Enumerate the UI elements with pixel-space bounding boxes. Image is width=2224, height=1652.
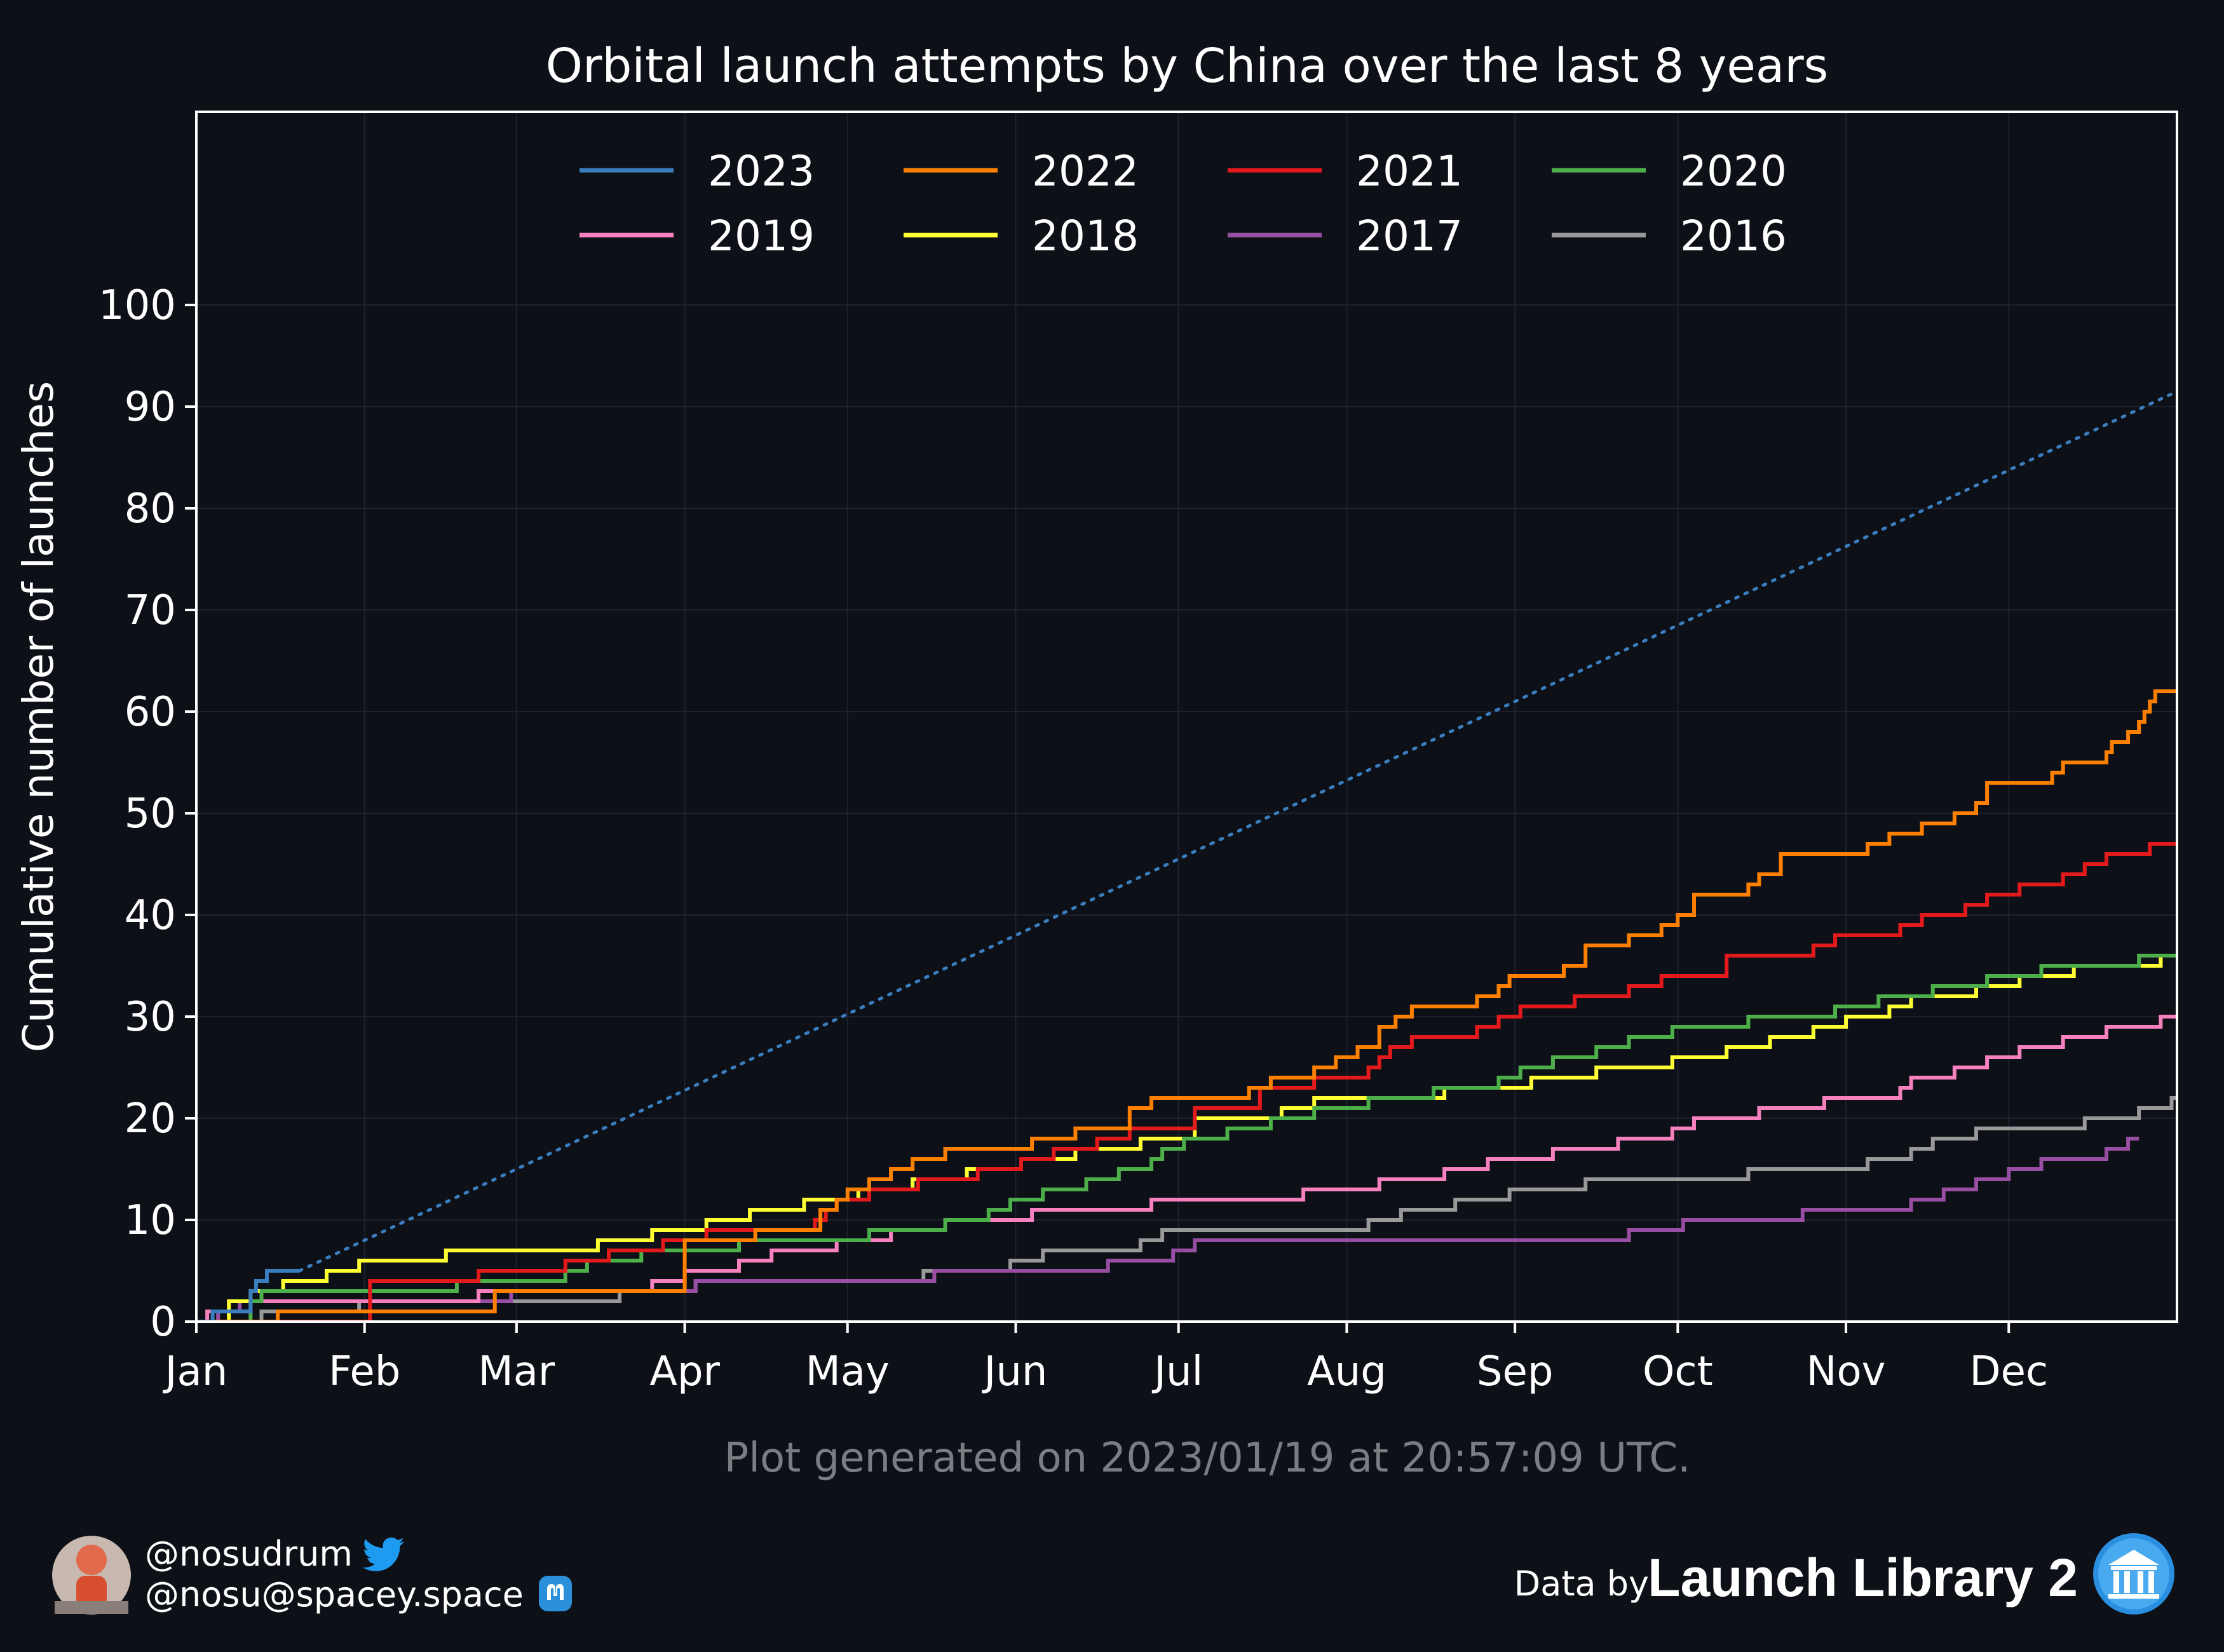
- x-tick-label: Dec: [1969, 1348, 2048, 1395]
- x-tick-label: Sep: [1477, 1348, 1554, 1395]
- x-tick-label: Jul: [1151, 1348, 1203, 1395]
- y-tick-label: 100: [98, 282, 176, 329]
- x-tick-label: Nov: [1807, 1348, 1886, 1395]
- data-source: Data by Launch Library 2: [1514, 1533, 2174, 1615]
- source-name[interactable]: Launch Library 2: [1648, 1548, 2078, 1608]
- mastodon-icon: [539, 1576, 572, 1611]
- y-tick-label: 0: [150, 1299, 176, 1346]
- mastodon-handle[interactable]: @nosu@spacey.space: [145, 1574, 524, 1615]
- legend-label-2021: 2021: [1356, 147, 1463, 196]
- y-tick-label: 20: [125, 1095, 176, 1142]
- legend-label-2023: 2023: [708, 147, 815, 196]
- x-tick-label: Apr: [649, 1348, 720, 1395]
- x-tick-label: Oct: [1643, 1348, 1713, 1395]
- series-line-2020: [196, 954, 2177, 1322]
- x-tick-label: Jan: [163, 1348, 228, 1395]
- author-credits: @nosudrum @nosu@spacey.space: [52, 1534, 572, 1615]
- twitter-handle[interactable]: @nosudrum: [145, 1534, 353, 1574]
- library-building-icon: [2093, 1533, 2174, 1615]
- plot-frame: [195, 111, 2178, 1323]
- y-tick-label: 70: [125, 587, 176, 634]
- legend-label-2022: 2022: [1032, 147, 1139, 196]
- legend-label-2019: 2019: [708, 212, 815, 261]
- generated-note: Plot generated on 2023/01/19 at 20:57:09…: [724, 1435, 1691, 1482]
- series-line-2022: [196, 689, 2177, 1322]
- legend: 2023 2022 2021 2020 2019 2018 2017 2016: [580, 147, 1787, 261]
- y-tick-label: 50: [125, 790, 176, 837]
- x-tick-label: Mar: [478, 1348, 555, 1395]
- y-tick-label: 30: [125, 994, 176, 1041]
- x-tick-label: Aug: [1307, 1348, 1387, 1395]
- legend-label-2018: 2018: [1032, 212, 1139, 261]
- x-tick-label: Feb: [329, 1348, 400, 1395]
- twitter-bird-icon: [362, 1537, 404, 1571]
- y-axis-label: Cumulative number of launches: [14, 381, 63, 1052]
- series-layer: [196, 389, 2177, 1322]
- series-line-2021: [196, 842, 2177, 1322]
- x-tick-label: May: [806, 1348, 890, 1395]
- y-tick-label: 60: [125, 689, 176, 736]
- data-by-label: Data by: [1514, 1564, 1649, 1604]
- chart-title: Orbital launch attempts by China over th…: [546, 39, 1828, 93]
- avatar: [52, 1536, 131, 1615]
- axes: 0 10 20 30 40 50 60 70 80 90 100 Jan Feb Mar Apr May Jun…: [98, 282, 2048, 1395]
- y-tick-label: 10: [125, 1197, 176, 1244]
- series-line-2023: [196, 1269, 300, 1322]
- series-line-2018: [196, 954, 2177, 1322]
- y-tick-label: 90: [125, 384, 176, 431]
- x-tick-label: Jun: [981, 1348, 1047, 1395]
- y-tick-label: 40: [125, 892, 176, 939]
- series-projection-2023: [297, 389, 2177, 1273]
- legend-label-2017: 2017: [1356, 212, 1463, 261]
- legend-label-2016: 2016: [1680, 212, 1787, 261]
- y-tick-label: 80: [125, 485, 176, 532]
- legend-label-2020: 2020: [1680, 147, 1787, 196]
